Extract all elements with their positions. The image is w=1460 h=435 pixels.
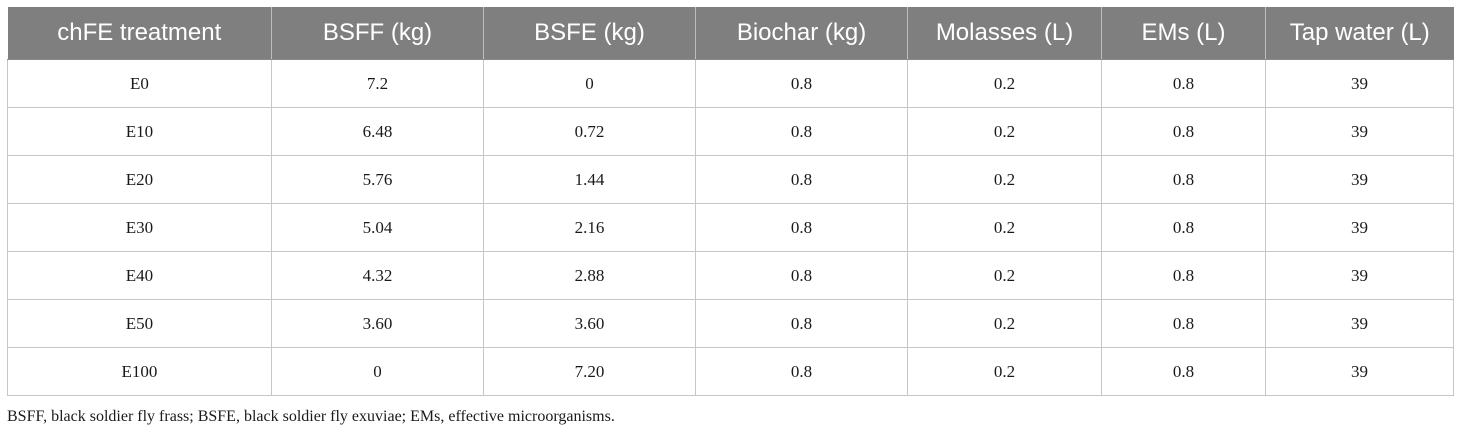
table-cell: 0.8 <box>695 299 908 348</box>
table-cell: 7.2 <box>271 59 484 108</box>
table-row: E30 5.04 2.16 0.8 0.2 0.8 39 <box>7 203 1454 252</box>
column-header: chFE treatment <box>7 7 272 60</box>
table-cell: 0.8 <box>695 155 908 204</box>
table-row: E0 7.2 0 0.8 0.2 0.8 39 <box>7 59 1454 108</box>
table-cell: 6.48 <box>271 107 484 156</box>
table-cell: E40 <box>7 251 272 300</box>
table-row: E50 3.60 3.60 0.8 0.2 0.8 39 <box>7 299 1454 348</box>
table-cell: 0.2 <box>907 203 1102 252</box>
table-cell: 0.8 <box>1101 59 1266 108</box>
table-cell: 39 <box>1265 155 1454 204</box>
table-cell: 39 <box>1265 347 1454 396</box>
data-table: chFE treatment BSFF (kg) BSFE (kg) Bioch… <box>7 7 1454 396</box>
table-cell: 39 <box>1265 299 1454 348</box>
table-cell: 0.8 <box>695 59 908 108</box>
header-row: chFE treatment BSFF (kg) BSFE (kg) Bioch… <box>7 7 1454 60</box>
table-row: E20 5.76 1.44 0.8 0.2 0.8 39 <box>7 155 1454 204</box>
table-cell: 1.44 <box>483 155 696 204</box>
table-cell: 0.8 <box>1101 107 1266 156</box>
table-cell: E100 <box>7 347 272 396</box>
table-cell: 0.2 <box>907 299 1102 348</box>
table-cell: 3.60 <box>483 299 696 348</box>
table-cell: 0.8 <box>1101 347 1266 396</box>
table-cell: 7.20 <box>483 347 696 396</box>
table-cell: 0.2 <box>907 59 1102 108</box>
table-header: chFE treatment BSFF (kg) BSFE (kg) Bioch… <box>7 7 1454 60</box>
table-cell: 2.16 <box>483 203 696 252</box>
column-header: Molasses (L) <box>907 7 1102 60</box>
table-cell: E0 <box>7 59 272 108</box>
table-cell: 0.72 <box>483 107 696 156</box>
table-cell: 0 <box>483 59 696 108</box>
table-cell: 0.2 <box>907 251 1102 300</box>
table-cell: 0.2 <box>907 107 1102 156</box>
table-cell: E10 <box>7 107 272 156</box>
table-row: E10 6.48 0.72 0.8 0.2 0.8 39 <box>7 107 1454 156</box>
table-cell: E50 <box>7 299 272 348</box>
table-cell: 0 <box>271 347 484 396</box>
table-cell: 4.32 <box>271 251 484 300</box>
table-cell: 0.8 <box>695 347 908 396</box>
table-cell: 39 <box>1265 203 1454 252</box>
table-cell: 0.2 <box>907 347 1102 396</box>
table-cell: 0.8 <box>695 251 908 300</box>
column-header: Biochar (kg) <box>695 7 908 60</box>
table-cell: 0.8 <box>1101 155 1266 204</box>
column-header: Tap water (L) <box>1265 7 1454 60</box>
table-cell: 5.76 <box>271 155 484 204</box>
table-container: chFE treatment BSFF (kg) BSFE (kg) Bioch… <box>7 7 1454 396</box>
table-body: E0 7.2 0 0.8 0.2 0.8 39 E10 6.48 0.72 0.… <box>7 59 1454 396</box>
table-cell: E20 <box>7 155 272 204</box>
table-cell: 2.88 <box>483 251 696 300</box>
table-cell: 3.60 <box>271 299 484 348</box>
column-header: BSFE (kg) <box>483 7 696 60</box>
table-cell: 39 <box>1265 59 1454 108</box>
table-cell: 0.8 <box>1101 203 1266 252</box>
table-cell: 0.2 <box>907 155 1102 204</box>
table-cell: 0.8 <box>695 203 908 252</box>
table-cell: 39 <box>1265 107 1454 156</box>
table-cell: E30 <box>7 203 272 252</box>
table-cell: 0.8 <box>1101 299 1266 348</box>
table-cell: 39 <box>1265 251 1454 300</box>
table-row: E100 0 7.20 0.8 0.2 0.8 39 <box>7 347 1454 396</box>
table-cell: 0.8 <box>1101 251 1266 300</box>
table-footnote: BSFF, black soldier fly frass; BSFE, bla… <box>7 408 615 425</box>
table-cell: 0.8 <box>695 107 908 156</box>
table-cell: 5.04 <box>271 203 484 252</box>
column-header: EMs (L) <box>1101 7 1266 60</box>
table-row: E40 4.32 2.88 0.8 0.2 0.8 39 <box>7 251 1454 300</box>
column-header: BSFF (kg) <box>271 7 484 60</box>
